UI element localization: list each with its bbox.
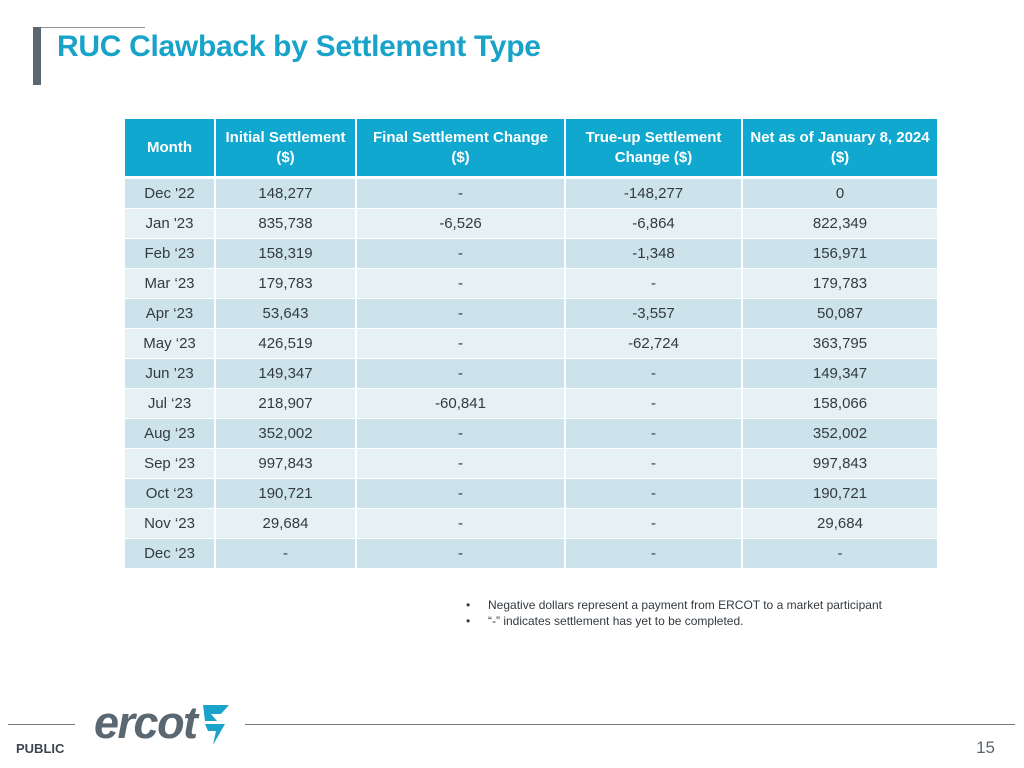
cell-initial-settlement: 997,843	[216, 449, 357, 479]
cell-month: Mar ‘23	[125, 269, 216, 299]
cell-net: 997,843	[743, 449, 937, 479]
footnote-dash-meaning: “-” indicates settlement has yet to be c…	[466, 613, 882, 629]
footer-rule-left	[8, 724, 75, 725]
footnote-negative-dollars: Negative dollars represent a payment fro…	[466, 597, 882, 613]
header-initial-settlement: Initial Settlement ($)	[216, 119, 357, 179]
cell-final-settlement-change: -	[357, 539, 566, 569]
cell-final-settlement-change: -	[357, 479, 566, 509]
page-number: 15	[976, 738, 995, 757]
cell-final-settlement-change: -	[357, 179, 566, 209]
cell-net: 156,971	[743, 239, 937, 269]
cell-net: 363,795	[743, 329, 937, 359]
cell-month: Jan '23	[125, 209, 216, 239]
table-row: Apr ‘23 53,643- -3,557 50,087	[125, 299, 937, 329]
cell-net: 149,347	[743, 359, 937, 389]
cell-trueup-settlement-change: -	[566, 359, 743, 389]
cell-trueup-settlement-change: -	[566, 539, 743, 569]
footnotes: Negative dollars represent a payment fro…	[466, 597, 882, 629]
cell-initial-settlement: 426,519	[216, 329, 357, 359]
cell-trueup-settlement-change: -	[566, 479, 743, 509]
cell-trueup-settlement-change: -	[566, 389, 743, 419]
table-row: Jun ’23 149,347- -149,347	[125, 359, 937, 389]
cell-initial-settlement: 29,684	[216, 509, 357, 539]
table-row: Jul ‘23 218,907 -60,841-158,066	[125, 389, 937, 419]
cell-month: Dec ‘23	[125, 539, 216, 569]
cell-trueup-settlement-change: -6,864	[566, 209, 743, 239]
cell-final-settlement-change: -	[357, 509, 566, 539]
header-trueup-settlement-change: True-up Settlement Change ($)	[566, 119, 743, 179]
cell-month: Feb ‘23	[125, 239, 216, 269]
cell-trueup-settlement-change: -	[566, 419, 743, 449]
cell-trueup-settlement-change: -1,348	[566, 239, 743, 269]
footer-rule-right	[245, 724, 1015, 725]
cell-month: Jun ’23	[125, 359, 216, 389]
cell-final-settlement-change: -	[357, 299, 566, 329]
cell-final-settlement-change: -6,526	[357, 209, 566, 239]
table-row: Jan '23 835,738 -6,526 -6,864 822,349	[125, 209, 937, 239]
clawback-table: Month Initial Settlement ($) Final Settl…	[125, 119, 937, 569]
table-row: Sep ‘23 997,843- -997,843	[125, 449, 937, 479]
cell-final-settlement-change: -	[357, 329, 566, 359]
cell-final-settlement-change: -	[357, 269, 566, 299]
cell-net: 822,349	[743, 209, 937, 239]
table-row: Aug ‘23 352,002- -352,002	[125, 419, 937, 449]
cell-month: Jul ‘23	[125, 389, 216, 419]
title-accent-bar	[33, 27, 41, 85]
cell-net: -	[743, 539, 937, 569]
cell-trueup-settlement-change: -	[566, 449, 743, 479]
cell-net: 190,721	[743, 479, 937, 509]
cell-initial-settlement: 190,721	[216, 479, 357, 509]
cell-initial-settlement: 179,783	[216, 269, 357, 299]
ercot-logo: ercot	[94, 697, 231, 747]
table-row: Dec '22 148,277- -148,277 0	[125, 179, 937, 209]
table-row: Oct ‘23 190,721- -190,721	[125, 479, 937, 509]
cell-net: 352,002	[743, 419, 937, 449]
cell-initial-settlement: 149,347	[216, 359, 357, 389]
header-month: Month	[125, 119, 216, 179]
cell-month: Dec '22	[125, 179, 216, 209]
cell-net: 179,783	[743, 269, 937, 299]
table-row: Mar ‘23 179,783- -179,783	[125, 269, 937, 299]
cell-month: Nov ‘23	[125, 509, 216, 539]
classification-label: PUBLIC	[16, 741, 65, 756]
cell-initial-settlement: 352,002	[216, 419, 357, 449]
cell-month: May ‘23	[125, 329, 216, 359]
cell-net: 50,087	[743, 299, 937, 329]
cell-net: 158,066	[743, 389, 937, 419]
cell-month: Oct ‘23	[125, 479, 216, 509]
cell-final-settlement-change: -	[357, 449, 566, 479]
cell-initial-settlement: 835,738	[216, 209, 357, 239]
slide-title: RUC Clawback by Settlement Type	[57, 30, 541, 63]
cell-final-settlement-change: -	[357, 359, 566, 389]
cell-net: 29,684	[743, 509, 937, 539]
cell-initial-settlement: 148,277	[216, 179, 357, 209]
cell-initial-settlement: 218,907	[216, 389, 357, 419]
cell-month: Apr ‘23	[125, 299, 216, 329]
table-row: Dec ‘23- - - -	[125, 539, 937, 569]
cell-initial-settlement: 158,319	[216, 239, 357, 269]
cell-trueup-settlement-change: -	[566, 509, 743, 539]
cell-final-settlement-change: -	[357, 419, 566, 449]
cell-trueup-settlement-change: -3,557	[566, 299, 743, 329]
table-header-row: Month Initial Settlement ($) Final Settl…	[125, 119, 937, 179]
cell-trueup-settlement-change: -148,277	[566, 179, 743, 209]
title-rule	[41, 27, 145, 28]
logo-wordmark: ercot	[94, 696, 198, 748]
cell-trueup-settlement-change: -62,724	[566, 329, 743, 359]
cell-final-settlement-change: -	[357, 239, 566, 269]
header-net: Net as of January 8, 2024 ($)	[743, 119, 937, 179]
cell-initial-settlement: 53,643	[216, 299, 357, 329]
cell-month: Aug ‘23	[125, 419, 216, 449]
cell-final-settlement-change: -60,841	[357, 389, 566, 419]
table-row: Nov ‘23 29,684- -29,684	[125, 509, 937, 539]
cell-month: Sep ‘23	[125, 449, 216, 479]
cell-net: 0	[743, 179, 937, 209]
table-row: May ‘23 426,519- -62,724 363,795	[125, 329, 937, 359]
table-body: Dec '22 148,277- -148,277 0 Jan '23 835,738 -6…	[125, 179, 937, 569]
table-row: Feb ‘23 158,319- -1,348 156,971	[125, 239, 937, 269]
cell-initial-settlement: -	[216, 539, 357, 569]
lightning-bolt-icon	[202, 705, 229, 745]
header-final-settlement-change: Final Settlement Change ($)	[357, 119, 566, 179]
cell-trueup-settlement-change: -	[566, 269, 743, 299]
